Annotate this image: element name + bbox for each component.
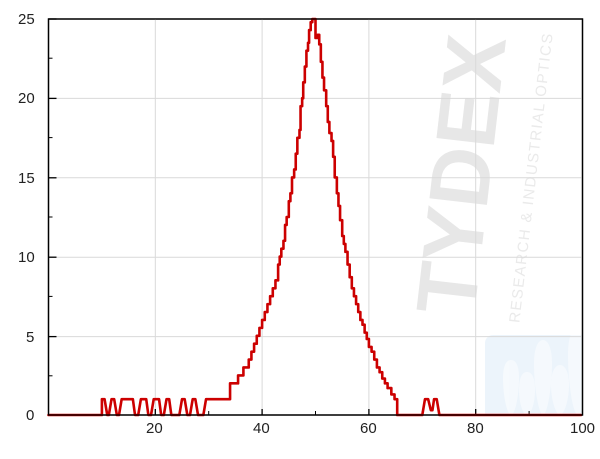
svg-text:TYDEX: TYDEX — [398, 30, 524, 319]
